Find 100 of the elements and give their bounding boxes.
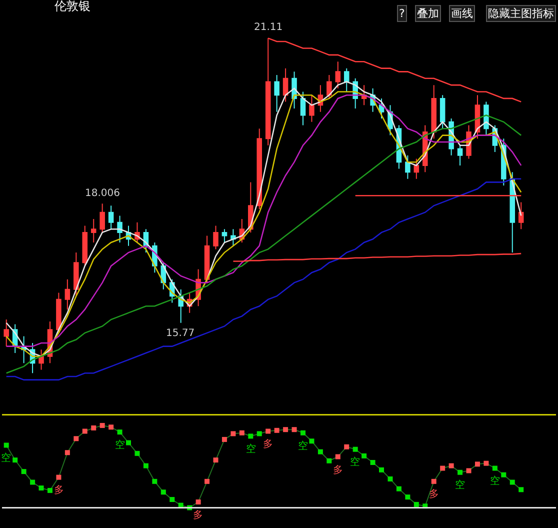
candlestick [440,94,446,130]
candlestick [117,215,122,243]
candlestick [274,74,280,112]
point [256,431,262,436]
point [362,453,367,458]
candlestick [74,252,79,297]
point [160,490,166,495]
annotation: 多 [333,464,343,476]
point [318,449,323,454]
point [222,436,227,442]
point [74,436,79,442]
point [82,428,88,434]
point [239,430,244,436]
point [230,431,236,436]
point [484,460,489,466]
point [196,499,201,504]
annotation: 21.11 [254,22,283,33]
candlestick [213,225,218,250]
annotation: 空 [115,439,125,451]
candlestick [344,68,350,92]
annotation: 空 [455,479,465,491]
annotation: 空 [298,440,308,452]
point [474,462,480,467]
point [492,466,498,471]
point [448,463,454,468]
point [379,467,384,472]
annotation: 空 [1,452,11,464]
candlestick [335,61,341,89]
point [117,430,122,435]
point [170,497,175,502]
point [440,466,446,471]
point [501,472,506,478]
candlestick [414,158,420,180]
annotation: 多 [54,484,64,496]
point [274,428,280,433]
text: 隐藏主图指标 [488,7,554,20]
candlestick [90,218,96,243]
candlestick [518,202,524,230]
annotation: 18.006 [85,188,120,199]
point [396,486,402,492]
annotation: 空 [350,456,360,468]
point [126,440,131,446]
candlestick [108,205,114,230]
point [152,478,158,484]
candlestick [326,74,332,99]
candlestick [405,154,410,180]
point [352,446,358,452]
annotation: 空 [246,443,256,455]
point [405,494,410,500]
candlestick [82,225,88,266]
annotation: 多 [193,509,203,521]
point [91,425,96,430]
point [213,458,218,463]
point [108,424,114,430]
annotation: 多 [263,438,273,450]
annotation: 15.77 [166,328,195,339]
point [47,488,52,493]
point [510,480,515,485]
point [431,478,436,484]
point [266,428,271,434]
annotation: 空 [490,475,500,487]
annotation: 多 [429,488,439,500]
candlestick [484,101,489,136]
candlestick [300,91,306,126]
point [326,458,332,464]
point [56,474,62,480]
candlestick [230,228,236,246]
point [518,487,524,492]
point [30,480,36,485]
text: ? [399,7,405,20]
point [309,438,314,444]
point [143,463,148,468]
candlestick [431,84,436,140]
point [38,485,44,490]
point [283,427,288,432]
point [4,442,9,448]
candlestick [309,94,314,122]
candlestick [38,349,44,370]
candlestick [457,144,463,166]
chart-title: 伦敦银 [54,0,91,13]
candlestick [282,68,288,102]
candlestick [256,128,262,210]
text: 叠加 [417,7,439,20]
point [204,478,210,484]
candlestick [64,278,70,310]
point [466,468,472,474]
point [335,454,340,460]
point [388,476,393,482]
candlestick [204,235,210,284]
candlestick [222,228,228,243]
point [12,458,18,463]
point [458,470,463,475]
point [370,460,376,465]
point [414,502,419,507]
point [21,469,26,474]
point [248,434,254,439]
point [344,444,350,450]
point [100,422,105,428]
text: 画线 [451,7,473,20]
point [300,430,306,436]
